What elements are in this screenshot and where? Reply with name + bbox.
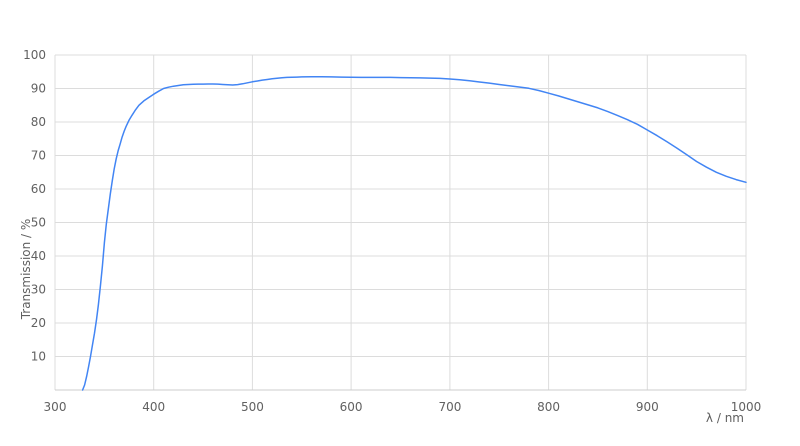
y-tick-label: 80	[31, 115, 46, 129]
y-tick-label: 20	[31, 316, 46, 330]
y-tick-label: 50	[31, 216, 46, 230]
x-tick-label: 800	[537, 400, 560, 414]
y-tick-label: 90	[31, 82, 46, 96]
y-tick-label: 30	[31, 283, 46, 297]
y-tick-label: 100	[23, 48, 46, 62]
y-axis-title: Transmission / %	[19, 219, 33, 321]
tick-labels: 10 20 30 40 50 60 70 80 90 100 300 400 500 600 700 800 9…	[23, 48, 761, 414]
x-tick-label: 400	[142, 400, 165, 414]
y-tick-label: 70	[31, 149, 46, 163]
x-tick-label: 1000	[731, 400, 762, 414]
x-axis-title: λ / nm	[706, 411, 744, 425]
gridlines	[54, 54, 747, 391]
series-lines	[81, 76, 747, 391]
x-tick-label: 700	[438, 400, 461, 414]
x-tick-label: 600	[340, 400, 363, 414]
y-tick-label: 10	[31, 350, 46, 364]
x-tick-label: 300	[44, 400, 67, 414]
transmission-curve	[81, 76, 747, 391]
x-tick-label: 900	[636, 400, 659, 414]
y-tick-label: 40	[31, 249, 46, 263]
x-tick-label: 500	[241, 400, 264, 414]
y-tick-label: 60	[31, 182, 46, 196]
